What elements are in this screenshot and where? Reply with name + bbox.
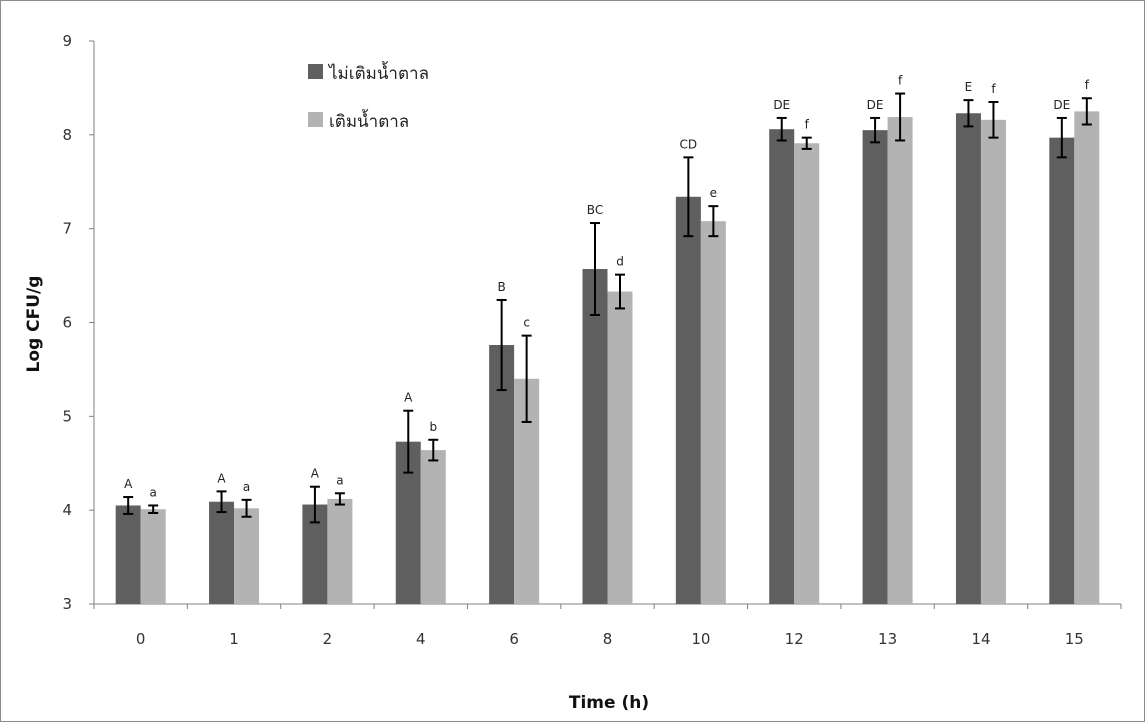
x-tick-label: 10 — [691, 630, 710, 648]
y-tick-labels: 3 4 5 6 7 8 9 — [62, 32, 72, 613]
significance-letter-series-1: A — [404, 391, 413, 405]
y-tick-label: 6 — [62, 314, 72, 332]
bar-series-1 — [115, 505, 141, 604]
significance-letter-series-1: DE — [773, 98, 790, 112]
significance-letter-series-1: E — [965, 80, 973, 94]
x-axis-title: Time (h) — [569, 693, 649, 713]
bar-series-2 — [794, 143, 820, 605]
significance-letter-series-1: A — [124, 477, 133, 491]
significance-letter-series-2: a — [150, 485, 157, 499]
x-tick-label: 4 — [416, 630, 426, 648]
significance-letter-series-1: DE — [1053, 98, 1070, 112]
bar-series-1 — [862, 130, 888, 604]
significance-letter-series-2: f — [805, 118, 810, 132]
significance-letter-series-1: DE — [867, 98, 884, 112]
y-tick-label: 7 — [62, 220, 72, 238]
bar-series-2 — [234, 508, 260, 604]
y-tick-label: 9 — [62, 32, 72, 50]
significance-letter-series-2: a — [336, 473, 343, 487]
error-bars — [123, 92, 1092, 524]
significance-letter-series-1: A — [311, 467, 320, 481]
y-axis-title: Log CFU/g — [24, 276, 44, 373]
x-tick-labels: 0 1 2 4 6 8 10 12 13 14 15 — [136, 630, 1084, 648]
bar-series-1 — [582, 269, 608, 604]
x-tick-label: 13 — [878, 630, 897, 648]
significance-letter-series-2: f — [1085, 78, 1090, 92]
x-tick-label: 6 — [509, 630, 519, 648]
bar-series-2 — [700, 221, 726, 604]
legend-label-series-1: ไม่เติมน้ำตาล — [327, 61, 429, 84]
bars — [115, 111, 1100, 605]
bar-series-2 — [420, 450, 446, 604]
y-tick-label: 8 — [62, 126, 72, 144]
y-tick-label: 3 — [62, 595, 72, 613]
bar-series-1 — [769, 129, 795, 604]
x-tick-label: 0 — [136, 630, 146, 648]
bar-series-2 — [140, 509, 166, 604]
significance-letter-series-2: f — [898, 74, 903, 88]
significance-letter-series-2: b — [429, 420, 437, 434]
bar-series-1 — [209, 501, 235, 604]
significance-letter-series-2: f — [991, 82, 996, 96]
significance-letter-series-2: c — [523, 316, 530, 330]
significance-letter-series-1: BC — [587, 203, 603, 217]
bar-series-2 — [887, 117, 913, 604]
x-tick-label: 2 — [323, 630, 333, 648]
x-tick-label: 14 — [971, 630, 990, 648]
legend-label-series-2: เติมน้ำตาล — [329, 109, 409, 132]
x-tick-label: 8 — [603, 630, 613, 648]
bar-series-2 — [1074, 111, 1100, 604]
significance-letter-series-1: B — [498, 280, 506, 294]
legend: ไม่เติมน้ำตาล เติมน้ำตาล — [308, 61, 429, 132]
significance-letter-series-1: A — [217, 471, 226, 485]
y-tick-label: 4 — [62, 501, 72, 519]
significance-letter-series-2: d — [616, 255, 624, 269]
bar-series-1 — [1049, 137, 1075, 605]
bar-series-2 — [980, 119, 1006, 604]
legend-swatch-series-1 — [308, 64, 323, 79]
x-tick-label: 1 — [229, 630, 239, 648]
legend-swatch-series-2 — [308, 112, 323, 127]
significance-letter-series-2: e — [710, 186, 717, 200]
x-tick-label: 12 — [785, 630, 804, 648]
bar-series-1 — [955, 113, 981, 605]
bar-series-2 — [327, 498, 353, 604]
significance-letter-series-1: CD — [680, 137, 698, 151]
bar-series-1 — [675, 196, 701, 604]
y-tick-label: 5 — [62, 407, 72, 425]
significance-letter-series-2: a — [243, 480, 250, 494]
bar-series-2 — [607, 291, 633, 604]
x-tick-label: 15 — [1065, 630, 1084, 648]
